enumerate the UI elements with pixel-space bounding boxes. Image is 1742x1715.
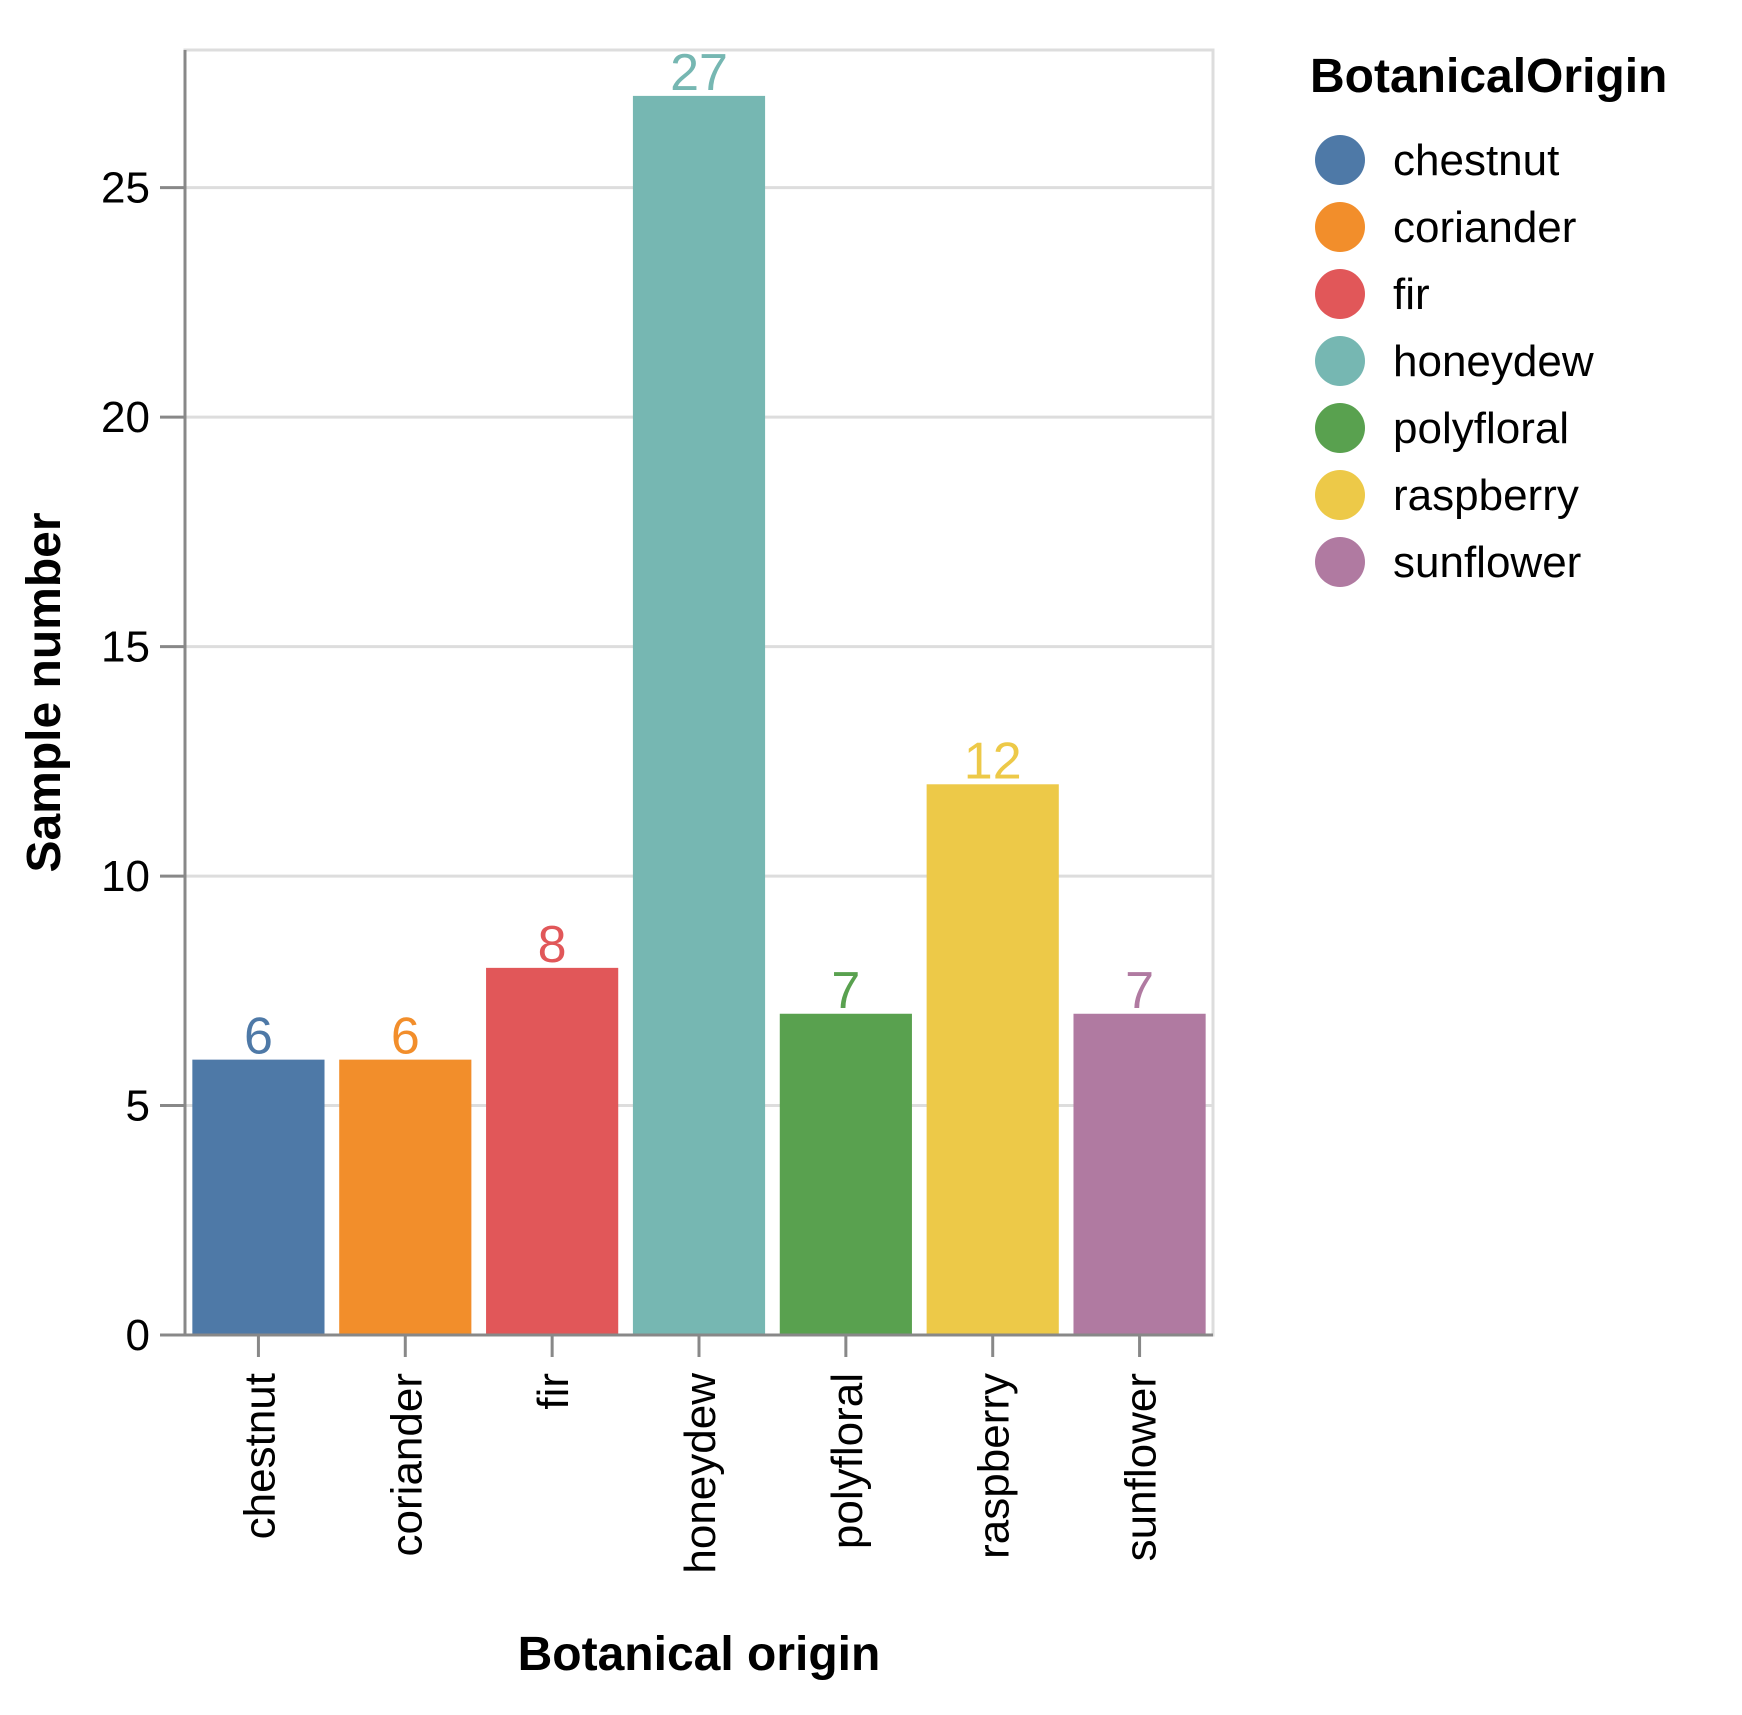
x-tick-label-fir: fir [529, 1373, 578, 1410]
legend-title: BotanicalOrigin [1310, 50, 1667, 103]
y-tick-label: 10 [101, 852, 150, 901]
data-label-polyfloral: 7 [831, 962, 860, 1020]
data-label-coriander: 6 [391, 1008, 420, 1066]
x-tick-label-chestnut: chestnut [235, 1373, 284, 1539]
legend-swatch-chestnut [1315, 135, 1365, 185]
data-label-honeydew: 27 [670, 44, 728, 102]
data-label-sunflower: 7 [1125, 962, 1154, 1020]
data-labels: 6 6 8 27 7 12 7 [244, 44, 1154, 1066]
x-tick-label-polyfloral: polyfloral [823, 1373, 872, 1549]
legend-label-raspberry: raspberry [1393, 471, 1579, 520]
bar-chestnut [192, 1059, 325, 1335]
bar-fir [486, 967, 619, 1335]
legend-swatch-raspberry [1315, 470, 1365, 520]
y-axis-title: Sample number [18, 512, 71, 872]
y-tick-label: 20 [101, 393, 150, 442]
legend-label-coriander: coriander [1393, 203, 1576, 252]
legend-swatch-fir [1315, 269, 1365, 319]
x-axis-title: Botanical origin [518, 1628, 881, 1681]
bar-polyfloral [779, 1013, 912, 1335]
legend-label-sunflower: sunflower [1393, 538, 1581, 587]
bar-sunflower [1073, 1013, 1206, 1335]
legend-swatch-polyfloral [1315, 403, 1365, 453]
x-tick-label-honeydew: honeydew [676, 1373, 725, 1574]
legend: BotanicalOrigin chestnut coriander fir hone… [1310, 50, 1667, 587]
legend-swatch-honeydew [1315, 336, 1365, 386]
legend-label-fir: fir [1393, 270, 1430, 319]
legend-swatch-sunflower [1315, 537, 1365, 587]
data-label-fir: 8 [538, 916, 567, 974]
bar-coriander [339, 1059, 472, 1335]
x-tick-label-sunflower: sunflower [1117, 1373, 1166, 1561]
bar-raspberry [926, 784, 1059, 1335]
x-tick-label-coriander: coriander [382, 1373, 431, 1556]
data-label-chestnut: 6 [244, 1008, 273, 1066]
legend-swatch-coriander [1315, 202, 1365, 252]
legend-label-honeydew: honeydew [1393, 337, 1594, 386]
y-tick-label: 15 [101, 623, 150, 672]
y-tick-label: 5 [126, 1082, 150, 1131]
x-tick-label-raspberry: raspberry [970, 1373, 1019, 1559]
bars [192, 95, 1206, 1336]
axes: 0 5 10 15 20 25 chestnut coriander fir honeydew po… [101, 50, 1213, 1574]
legend-label-polyfloral: polyfloral [1393, 404, 1569, 453]
y-tick-label: 0 [126, 1311, 150, 1360]
data-label-raspberry: 12 [964, 732, 1022, 790]
bar-honeydew [632, 95, 766, 1336]
y-tick-label: 25 [101, 164, 150, 213]
legend-label-chestnut: chestnut [1393, 136, 1559, 185]
